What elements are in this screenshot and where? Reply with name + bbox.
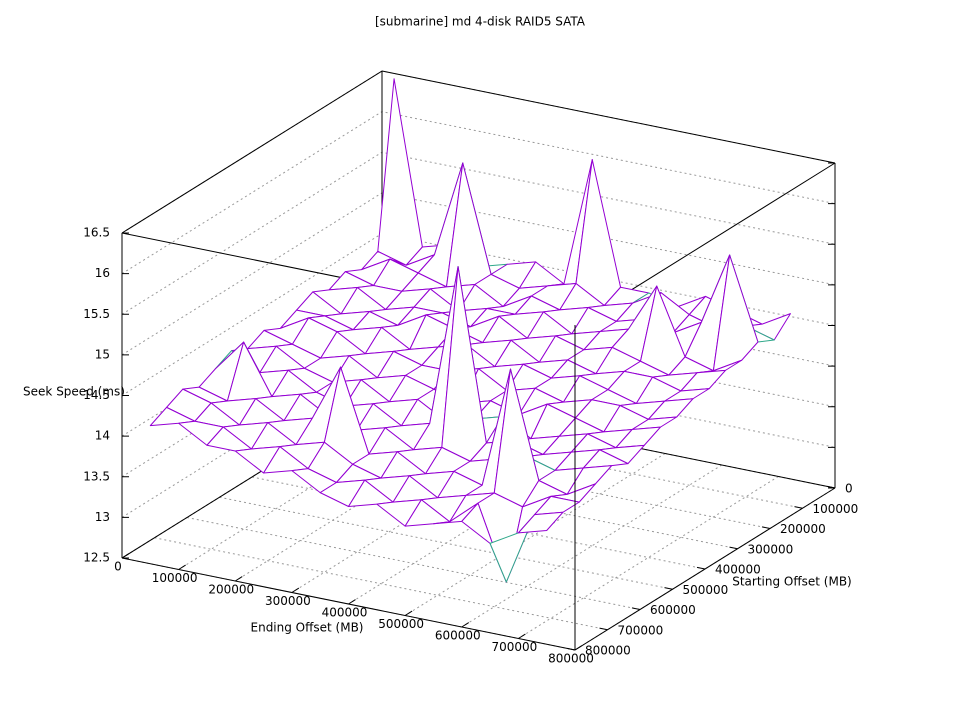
x-tick-label: 500000: [378, 617, 424, 631]
tick-mark: [566, 647, 576, 651]
grid-line: [154, 537, 608, 631]
tick-mark: [178, 564, 186, 570]
grid-line: [461, 464, 723, 628]
y-tick-label: 400000: [715, 563, 761, 577]
tick-mark: [404, 610, 413, 616]
z-tick-label: 13: [95, 510, 110, 524]
grid-line: [518, 476, 779, 639]
x-tick-label: 400000: [322, 606, 368, 620]
z-tick-label: 14: [95, 429, 110, 443]
z-tick-label: 16: [95, 266, 110, 280]
z-axis-title: Seek Speed (ms): [23, 385, 125, 399]
grid-line: [219, 496, 673, 590]
x-tick-label: 0: [114, 560, 122, 574]
y-tick-label: 800000: [585, 644, 631, 658]
tick-mark: [121, 553, 130, 559]
z-tick-label: 13.5: [83, 469, 110, 483]
y-tick-label: 300000: [748, 542, 794, 556]
z-tick-label: 12.5: [83, 551, 110, 565]
surface-cell: [575, 159, 622, 306]
x-tick-label: 300000: [265, 594, 311, 608]
x-tick-label: 100000: [152, 571, 198, 585]
tick-mark: [664, 587, 673, 590]
axis-line: [381, 70, 836, 164]
z-tick-label: 14.5: [83, 388, 110, 402]
tick-mark: [234, 576, 243, 582]
tick-mark: [631, 607, 641, 610]
tick-mark: [291, 587, 300, 593]
tick-mark: [461, 622, 470, 628]
tick-mark: [574, 645, 583, 651]
tick-mark: [729, 546, 738, 550]
x-tick-label: 700000: [491, 640, 537, 654]
grid-line: [404, 453, 666, 616]
y-tick-label: 0: [845, 482, 853, 496]
grid-line: [121, 70, 836, 234]
grid-line: [186, 517, 641, 610]
z-tick-label: 15.5: [83, 307, 110, 321]
tick-mark: [761, 526, 771, 529]
x-tick-label: 600000: [435, 629, 481, 643]
y-tick-label: 200000: [780, 522, 826, 536]
y-axis-title: Starting Offset (MB): [732, 575, 852, 589]
chart-title: [submarine] md 4-disk RAID5 SATA: [375, 15, 586, 29]
tick-mark: [599, 627, 608, 631]
tick-mark: [794, 506, 803, 509]
x-axis-title: Ending Offset (MB): [251, 621, 364, 635]
tick-mark: [348, 599, 356, 605]
tick-mark: [518, 633, 526, 639]
x-tick-label: 200000: [208, 583, 254, 597]
tick-mark: [696, 566, 706, 570]
y-tick-label: 500000: [683, 583, 729, 597]
x-tick-label: 800000: [548, 652, 594, 666]
surface-cell: [517, 511, 564, 534]
z-tick-label: 16.5: [83, 226, 110, 240]
surface-cell: [377, 78, 423, 266]
y-tick-label: 600000: [650, 603, 696, 617]
z-tick-label: 15: [95, 347, 110, 361]
y-tick-label: 100000: [813, 502, 859, 516]
axis-line: [121, 70, 383, 234]
y-tick-label: 700000: [618, 623, 664, 637]
